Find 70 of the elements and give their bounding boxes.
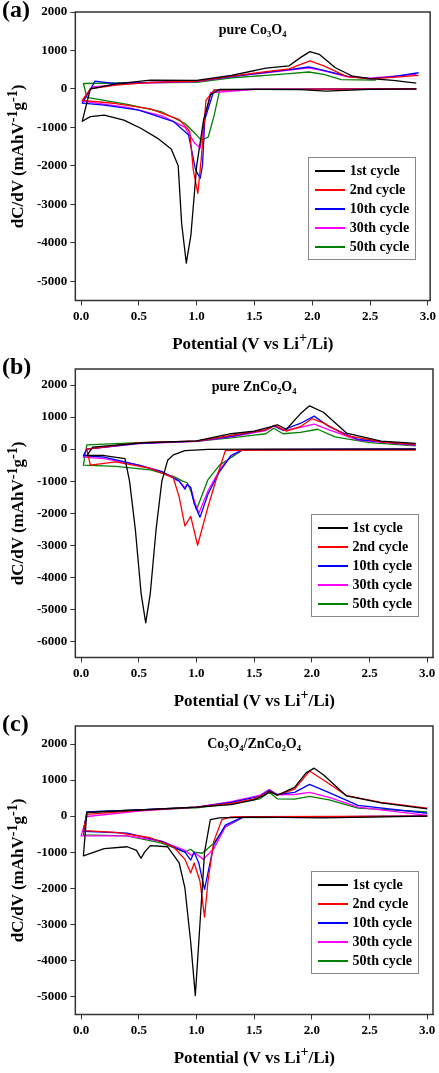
legend-label: 1st cycle [352,876,403,893]
y-tick-label: -4000 [36,568,68,584]
x-tick-label: 2.5 [361,664,379,680]
legend-label: 2nd cycle [352,895,409,912]
y-tick-label: 1000 [41,408,68,424]
x-tick-label: 1.0 [188,1021,205,1037]
text: pure Co₃O₄ [218,22,287,38]
x-tick-label: 1.5 [246,307,264,323]
y-tick-label: 0 [60,80,68,96]
legend-label: 30th cycle [352,576,412,593]
y-tick-label: -5000 [36,600,68,616]
text: pure ZnCo₂O₄ [211,379,297,395]
x-tick-label: 0.5 [130,307,148,323]
y-tick-label: -1000 [36,118,68,134]
legend-label: 10th cycle [349,200,410,217]
y-tick-label: 2000 [41,735,68,751]
legend-label: 10th cycle [352,557,412,574]
y-tick-label: -2000 [36,879,68,895]
text: (a) [2,0,30,23]
x-tick-label: 3.0 [419,307,436,323]
legend-label: 2nd cycle [349,181,406,198]
legend-label: 30th cycle [352,933,412,950]
x-tick-label: 1.5 [246,664,263,680]
y-tick-label: -1000 [36,843,68,859]
y-tick-label: -5000 [36,987,68,1003]
y-tick-label: 2000 [41,3,68,19]
x-axis-title: Potential (V vs Li$^{+}$/Li) [173,686,335,711]
text: (c) [2,710,29,737]
y-tick-label: -4000 [36,234,68,250]
x-tick-label: 0.0 [72,1021,90,1037]
legend-label: 1st cycle [349,162,400,179]
legend-label: 50th cycle [352,952,412,969]
x-tick-label: 3.0 [419,1021,436,1037]
text: Co₃O₄/ZnCo₂O₄ [207,736,301,752]
x-tick-label: 1.5 [246,1021,263,1037]
x-tick-label: 0.0 [72,307,90,323]
legend-label: 50th cycle [349,238,410,255]
legend-label: 2nd cycle [352,538,409,555]
x-tick-label: 0.5 [130,664,148,680]
y-tick-label: -2000 [36,504,68,520]
x-tick-label: 2.0 [303,664,320,680]
x-tick-label: 3.0 [419,664,436,680]
x-tick-label: 1.0 [188,307,205,323]
y-tick-label: -5000 [36,272,68,288]
y-tick-label: -6000 [36,632,68,648]
y-tick-label: -3000 [36,536,68,552]
legend-label: 1st cycle [352,519,403,536]
x-tick-label: 2.0 [304,307,321,323]
text: (b) [2,353,32,380]
y-tick-label: -3000 [36,195,68,211]
y-tick-label: -1000 [36,472,68,488]
legend-label: 50th cycle [352,595,412,612]
y-tick-label: 0 [60,807,68,823]
x-tick-label: 0.0 [72,664,90,680]
legend-label: 10th cycle [352,914,412,931]
y-tick-label: 0 [60,440,68,456]
y-tick-label: 2000 [41,376,68,392]
legend-label: 30th cycle [349,219,410,236]
y-tick-label: -4000 [36,951,68,967]
x-axis-title: Potential (V vs Li$^{+}$/Li) [173,1043,335,1068]
y-tick-label: -3000 [36,915,68,931]
x-tick-label: 2.5 [361,1021,379,1037]
y-tick-label: 1000 [41,771,68,787]
y-tick-label: -2000 [36,157,68,173]
x-axis-title: Potential (V vs Li$^{+}$/Li) [172,329,334,354]
x-tick-label: 1.0 [188,664,205,680]
x-tick-label: 2.0 [303,1021,320,1037]
y-tick-label: 1000 [41,41,68,57]
x-tick-label: 0.5 [130,1021,148,1037]
x-tick-label: 2.5 [361,307,379,323]
